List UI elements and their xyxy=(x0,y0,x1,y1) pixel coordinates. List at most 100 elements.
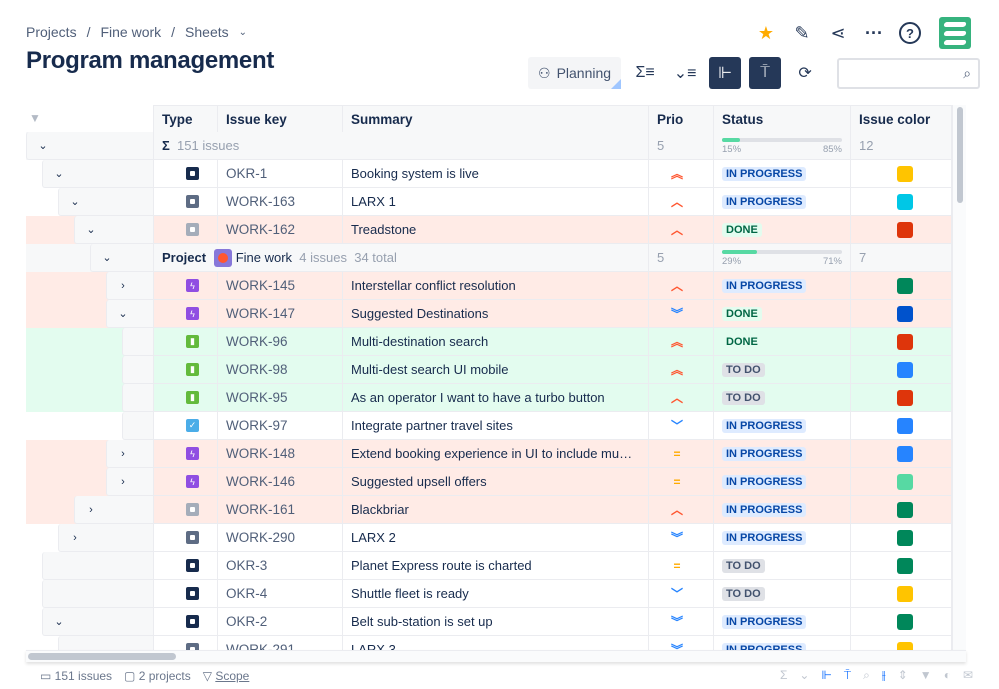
hierarchy-icon[interactable]: ⊩ xyxy=(821,668,832,682)
sum-icon[interactable]: Σ xyxy=(779,668,788,682)
chevron-down-icon[interactable]: ⌄ xyxy=(118,308,128,320)
table-row[interactable]: › WORK-161 Blackbriar ︿ IN PROGRESS xyxy=(26,496,952,524)
planning-button[interactable]: ⚇ Planning xyxy=(528,57,622,89)
issue-key[interactable]: WORK-290 xyxy=(218,524,343,552)
share-icon[interactable]: ⋖ xyxy=(830,22,846,43)
summary-cell[interactable]: As an operator I want to have a turbo bu… xyxy=(343,384,649,412)
summary-cell[interactable]: LARX 2 xyxy=(343,524,649,552)
status-badge[interactable]: TO DO xyxy=(722,586,765,601)
hierarchy-icon[interactable]: ⊩ xyxy=(709,57,742,89)
table-row[interactable]: ▮ WORK-96 Multi-destination search ︽ DON… xyxy=(26,328,952,356)
status-badge[interactable]: DONE xyxy=(722,334,762,349)
more-icon[interactable]: ··· xyxy=(865,22,883,43)
issue-key[interactable]: WORK-95 xyxy=(218,384,343,412)
summary-cell[interactable]: Suggested Destinations xyxy=(343,300,649,328)
filter-icon[interactable]: ▼ xyxy=(29,111,41,125)
app-logo[interactable] xyxy=(939,17,971,49)
search-icon[interactable]: ⌕ xyxy=(863,668,870,682)
chevron-down-icon[interactable]: ⌄ xyxy=(102,252,112,264)
summary-cell[interactable]: Shuttle fleet is ready xyxy=(343,580,649,608)
chevron-down-icon[interactable]: ⌄ xyxy=(38,140,48,152)
status-badge[interactable]: DONE xyxy=(722,222,762,237)
status-badge[interactable]: IN PROGRESS xyxy=(722,194,807,209)
summary-cell[interactable]: Suggested upsell offers xyxy=(343,468,649,496)
issue-key[interactable]: WORK-163 xyxy=(218,188,343,216)
breadcrumb-sheets[interactable]: Sheets xyxy=(185,24,229,40)
issue-key[interactable]: OKR-2 xyxy=(218,608,343,636)
chevron-down-icon[interactable]: ⌄ xyxy=(54,168,64,180)
status-badge[interactable]: TO DO xyxy=(722,390,765,405)
breadcrumb-fine-work[interactable]: Fine work xyxy=(100,24,162,40)
column-issue-color[interactable]: Issue color xyxy=(851,105,952,133)
issue-key[interactable]: WORK-98 xyxy=(218,356,343,384)
table-row[interactable]: OKR-4 Shuttle fleet is ready ﹀ TO DO xyxy=(26,580,952,608)
table-row[interactable]: ⌄ ϟ WORK-147 Suggested Destinations ︾ DON… xyxy=(26,300,952,328)
status-badge[interactable]: IN PROGRESS xyxy=(722,418,807,433)
table-row[interactable]: › WORK-290 LARX 2 ︾ IN PROGRESS xyxy=(26,524,952,552)
table-row[interactable]: ⌄ OKR-1 Booking system is live ︽ IN PROG… xyxy=(26,160,952,188)
status-badge[interactable]: IN PROGRESS xyxy=(722,166,807,181)
status-badge[interactable]: DONE xyxy=(722,306,762,321)
chevron-right-icon[interactable]: › xyxy=(89,503,93,516)
table-row[interactable]: ⌄ WORK-291 LARX 3 ︾ IN PROGRESS xyxy=(26,636,952,650)
chevron-right-icon[interactable]: › xyxy=(121,279,125,292)
summary-cell[interactable]: Extend booking experience in UI to inclu… xyxy=(343,440,649,468)
toggle-icon[interactable]: ◐ xyxy=(943,668,951,682)
table-row[interactable]: ▮ WORK-98 Multi-dest search UI mobile ︽ … xyxy=(26,356,952,384)
issue-key[interactable]: WORK-291 xyxy=(218,636,343,650)
sort-icon[interactable]: ⇕ xyxy=(897,668,908,682)
expand-list-icon[interactable]: ⌄≡ xyxy=(673,65,697,82)
status-badge[interactable]: IN PROGRESS xyxy=(722,474,807,489)
table-row[interactable]: ⌄ OKR-2 Belt sub-station is set up ︾ IN … xyxy=(26,608,952,636)
issue-key[interactable]: WORK-96 xyxy=(218,328,343,356)
summary-cell[interactable]: Blackbriar xyxy=(343,496,649,524)
chevron-down-icon[interactable]: ⌄ xyxy=(86,224,96,236)
table-row[interactable]: ⌄ WORK-162 Treadstone ︿ DONE xyxy=(26,216,952,244)
column-summary[interactable]: Summary xyxy=(343,105,649,133)
chevron-down-icon[interactable]: ⌄ xyxy=(70,196,80,208)
filter-icon[interactable]: ▼ xyxy=(919,668,932,682)
summary-cell[interactable]: Treadstone xyxy=(343,216,649,244)
issue-key[interactable]: WORK-97 xyxy=(218,412,343,440)
issue-key[interactable]: OKR-4 xyxy=(218,580,343,608)
help-icon[interactable]: ? xyxy=(899,22,921,44)
chevron-down-icon[interactable]: ⌄ xyxy=(70,644,80,650)
status-badge[interactable]: IN PROGRESS xyxy=(722,614,807,629)
chevron-down-icon[interactable]: ⌄ xyxy=(238,26,248,38)
status-badge[interactable]: IN PROGRESS xyxy=(722,446,807,461)
summary-cell[interactable]: Interstellar conflict resolution xyxy=(343,272,649,300)
table-row[interactable]: ✓ WORK-97 Integrate partner travel sites… xyxy=(26,412,952,440)
refresh-icon[interactable]: ⟳ xyxy=(798,65,812,82)
issue-key[interactable]: OKR-3 xyxy=(218,552,343,580)
column-type[interactable]: Type xyxy=(153,105,218,133)
project-name[interactable]: Fine work xyxy=(235,250,293,265)
edit-icon[interactable]: ✎ xyxy=(794,22,810,43)
summary-cell[interactable]: LARX 3 xyxy=(343,636,649,650)
issue-key[interactable]: WORK-146 xyxy=(218,468,343,496)
summary-cell[interactable]: Booking system is live xyxy=(343,160,649,188)
expand-icon[interactable]: ⌄ xyxy=(799,668,810,682)
summary-cell[interactable]: Multi-destination search xyxy=(343,328,649,356)
paint-roller-icon[interactable]: ⍑ xyxy=(843,668,852,682)
issue-key[interactable]: WORK-162 xyxy=(218,216,343,244)
status-badge[interactable]: IN PROGRESS xyxy=(722,530,807,545)
mail-icon[interactable]: ✉ xyxy=(962,668,973,682)
chevron-right-icon[interactable]: › xyxy=(121,475,125,488)
chevron-down-icon[interactable]: ⌄ xyxy=(54,616,64,628)
table-row[interactable]: ⌄ WORK-163 LARX 1 ︿ IN PROGRESS xyxy=(26,188,952,216)
issue-key[interactable]: WORK-161 xyxy=(218,496,343,524)
summary-cell[interactable]: Planet Express route is charted xyxy=(343,552,649,580)
status-badge[interactable]: TO DO xyxy=(722,558,765,573)
vertical-scrollbar[interactable] xyxy=(952,105,966,650)
search-input[interactable]: ⌕ xyxy=(837,57,981,89)
summary-cell[interactable]: Belt sub-station is set up xyxy=(343,608,649,636)
star-icon[interactable]: ★ xyxy=(757,22,775,43)
chevron-right-icon[interactable]: › xyxy=(121,447,125,460)
column-prio[interactable]: Prio xyxy=(649,105,714,133)
sum-columns-icon[interactable]: Σ≡ xyxy=(635,64,655,81)
status-badge[interactable]: TO DO xyxy=(722,362,765,377)
table-row[interactable]: OKR-3 Planet Express route is charted = … xyxy=(26,552,952,580)
status-badge[interactable]: IN PROGRESS xyxy=(722,642,807,650)
summary-cell[interactable]: Integrate partner travel sites xyxy=(343,412,649,440)
paint-roller-icon[interactable]: ⍑ xyxy=(749,57,782,89)
